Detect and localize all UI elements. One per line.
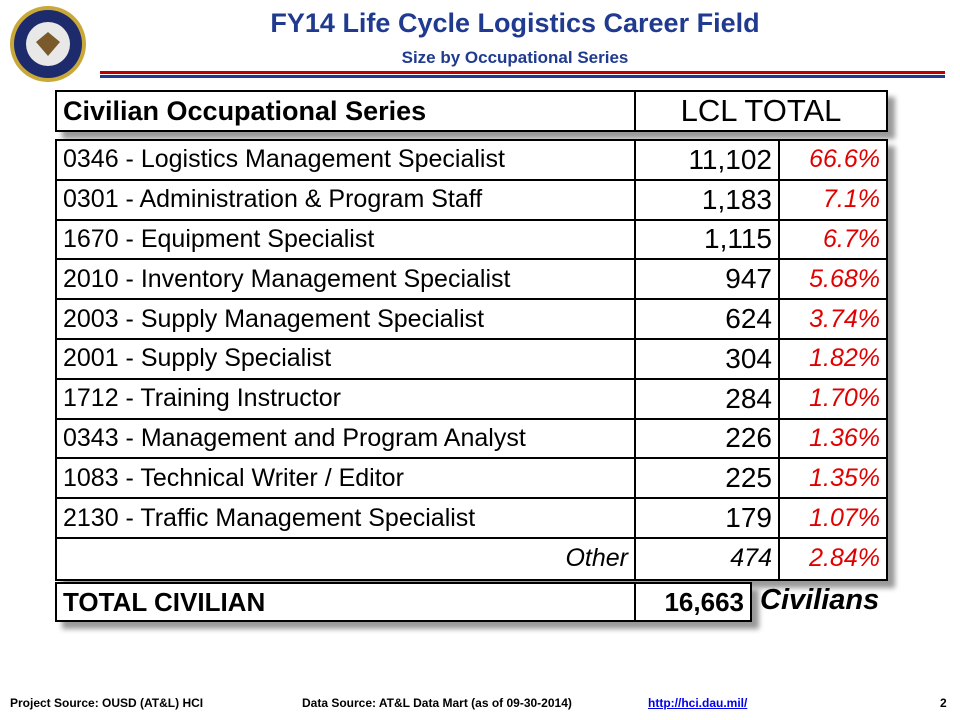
series-name: 2130 - Traffic Management Specialist	[57, 499, 636, 537]
count: 304	[636, 339, 780, 378]
table-row: 1083 - Technical Writer / Editor 225 1.35%	[57, 459, 886, 500]
table-row: 1670 - Equipment Specialist 1,115 6.7%	[57, 220, 886, 261]
percent: 6.7%	[823, 224, 880, 253]
series-name: 2010 - Inventory Management Specialist	[57, 260, 636, 299]
column-header: LCL TOTAL	[680, 93, 842, 128]
series-name: 2003 - Supply Management Specialist	[57, 300, 636, 338]
title: FY14 Life Cycle Logistics Career Field	[270, 8, 760, 38]
percent: 66.6%	[809, 145, 880, 174]
percent: 1.35%	[809, 463, 880, 492]
table-row: 2001 - Supply Specialist 304 1.82%	[57, 339, 886, 380]
page-number: 2	[940, 696, 947, 710]
series-name: 0343 - Management and Program Analyst	[57, 419, 636, 458]
percent: 5.68%	[809, 264, 880, 293]
count: 179	[636, 499, 780, 537]
table-row: 1712 - Training Instructor 284 1.70%	[57, 379, 886, 420]
series-name: 0346 - Logistics Management Specialist	[57, 141, 636, 179]
total-count: 16,663	[664, 586, 744, 617]
rule	[100, 71, 945, 74]
table-row: 0301 - Administration & Program Staff 1,1…	[57, 180, 886, 221]
percent: 3.74%	[809, 304, 880, 333]
percent: 7.1%	[823, 185, 880, 214]
series-name: 0301 - Administration & Program Staff	[57, 180, 636, 219]
percent: 1.07%	[809, 503, 880, 532]
count: 474	[636, 538, 780, 579]
count: 1,183	[636, 180, 780, 219]
table-row: 0343 - Management and Program Analyst 226…	[57, 419, 886, 460]
total-unit: Civilians	[760, 584, 880, 616]
percent: 1.70%	[809, 384, 880, 413]
table-row: 2003 - Supply Management Specialist 624 3.…	[57, 300, 886, 340]
subtitle: Size by Occupational Series	[401, 48, 629, 67]
series-name: Other	[57, 538, 636, 579]
count: 1,115	[636, 220, 780, 259]
table-row: 0346 - Logistics Management Specialist 11…	[57, 141, 886, 181]
series-name: 1083 - Technical Writer / Editor	[57, 459, 636, 498]
total-row: TOTAL CIVILIAN 16,663	[55, 582, 752, 622]
column-header: Civilian Occupational Series	[57, 92, 636, 130]
count: 225	[636, 459, 780, 498]
percent: 2.84%	[809, 544, 880, 573]
count: 947	[636, 260, 780, 299]
percent: 1.82%	[809, 344, 880, 373]
table-body: 0346 - Logistics Management Specialist 11…	[55, 139, 888, 581]
table-row: 2010 - Inventory Management Specialist 94…	[57, 260, 886, 301]
table-row: Other 474 2.84%	[57, 538, 886, 579]
table-row: 2130 - Traffic Management Specialist 179 1…	[57, 499, 886, 539]
project-source: Project Source: OUSD (AT&L) HCI	[10, 696, 204, 710]
series-name: 1670 - Equipment Specialist	[57, 220, 636, 259]
count: 226	[636, 419, 780, 458]
table-header: Civilian Occupational Series LCL TOTAL	[55, 90, 888, 132]
count: 11,102	[636, 141, 780, 179]
series-name: 1712 - Training Instructor	[57, 379, 636, 418]
rule	[100, 75, 945, 78]
logo	[10, 6, 86, 82]
percent: 1.36%	[809, 423, 880, 452]
link[interactable]: http://hci.dau.mil/	[648, 696, 748, 710]
series-name: 2001 - Supply Specialist	[57, 339, 636, 378]
count: 624	[636, 300, 780, 338]
data-source: Data Source: AT&L Data Mart (as of 09-30…	[302, 696, 572, 710]
count: 284	[636, 379, 780, 418]
total-label: TOTAL CIVILIAN	[57, 584, 636, 620]
